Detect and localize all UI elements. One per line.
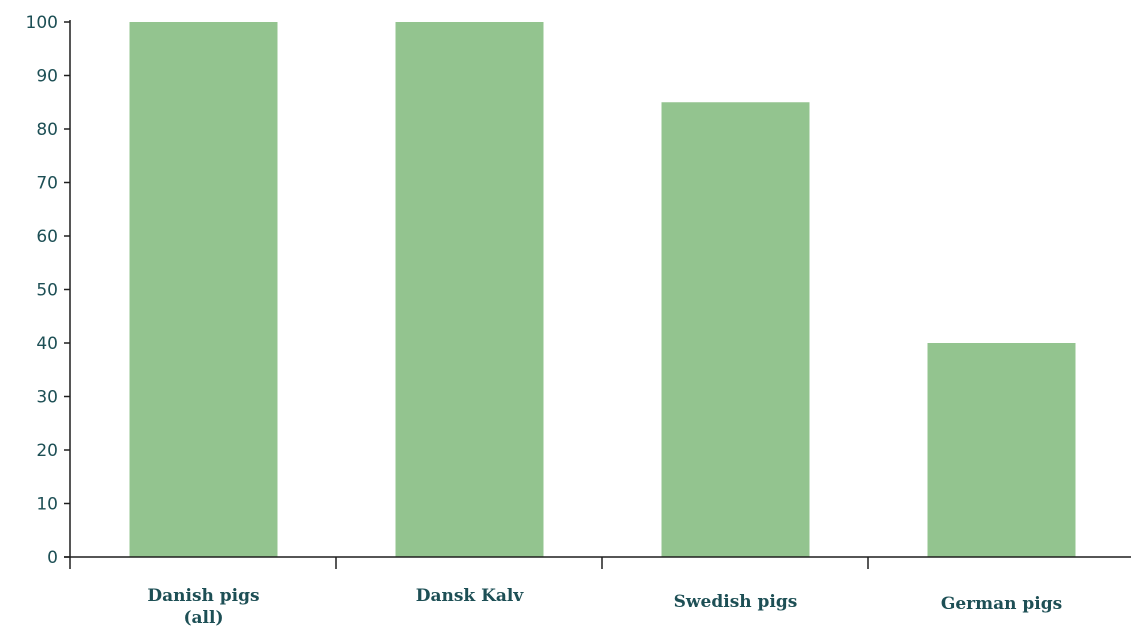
y-tick-label: 60	[36, 227, 58, 247]
y-tick-label: 70	[36, 174, 58, 194]
x-category-label: Dansk Kalv	[416, 586, 525, 606]
bar	[927, 343, 1076, 557]
x-category-label-line: Danish pigs	[147, 586, 259, 606]
x-axis-category-labels: Danish pigs (all) Dansk Kalv Swedish pigs Ge…	[147, 586, 1062, 628]
bars	[129, 22, 1076, 557]
y-axis-ticks: 0 10 20 30 40 50 60 70 80 90 100	[26, 13, 70, 568]
y-tick-label: 20	[36, 441, 58, 461]
bar	[129, 22, 278, 557]
x-category-label-line: (all)	[183, 608, 223, 628]
y-tick-label: 30	[36, 388, 58, 408]
x-category-label: Danish pigs (all)	[147, 586, 259, 628]
y-tick-label: 40	[36, 334, 58, 354]
x-category-label-line: Dansk Kalv	[416, 586, 525, 606]
y-tick-label: 10	[36, 495, 58, 515]
y-tick-label: 0	[47, 548, 58, 568]
x-category-label: German pigs	[941, 594, 1062, 614]
bar	[395, 22, 544, 557]
y-tick-label: 50	[36, 281, 58, 301]
x-category-label-line: Swedish pigs	[674, 592, 798, 612]
x-axis-ticks	[69, 557, 869, 569]
x-category-label: Swedish pigs	[674, 592, 798, 612]
bar	[661, 102, 810, 557]
axes	[64, 20, 1131, 558]
y-tick-label: 80	[36, 120, 58, 140]
x-category-label-line: German pigs	[941, 594, 1062, 614]
y-tick-label: 100	[26, 13, 58, 33]
y-tick-label: 90	[36, 67, 58, 87]
